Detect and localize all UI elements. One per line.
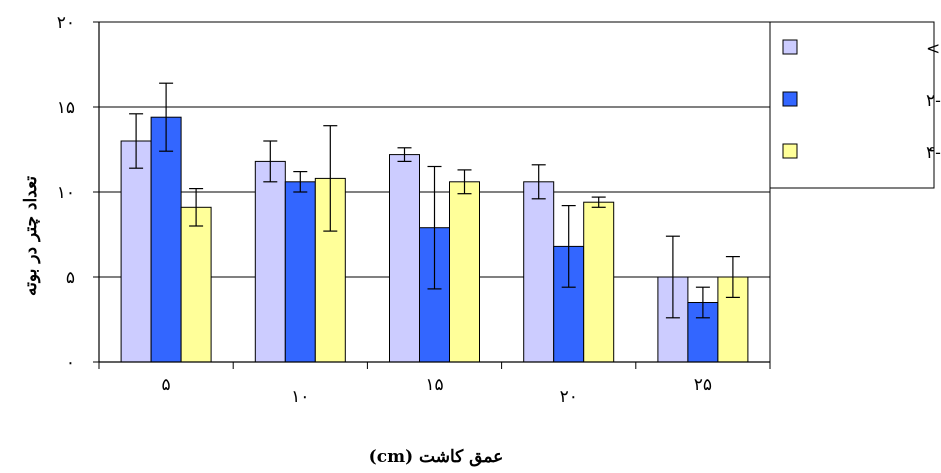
legend-label: وزن غده ۲> bbox=[926, 39, 941, 59]
legend-swatch bbox=[782, 91, 798, 107]
bar bbox=[523, 181, 555, 363]
y-tick-label: ۰ bbox=[66, 353, 75, 373]
y-tick-label: ۵ bbox=[66, 268, 75, 288]
y-tick-label: ۱۰ bbox=[57, 183, 75, 203]
y-tick-label: ۲۰ bbox=[57, 13, 75, 33]
bar bbox=[180, 206, 212, 363]
x-tick-label: ۲۰ bbox=[560, 387, 578, 407]
bar bbox=[449, 181, 480, 363]
x-tick-label: ۲۵ bbox=[694, 375, 712, 395]
legend-label: وزن غده ۴-۲ bbox=[926, 91, 941, 111]
x-tick-label: ۱۵ bbox=[425, 375, 443, 395]
legend-label: وزن غده ۶-۴ bbox=[926, 143, 941, 163]
legend-swatch bbox=[782, 143, 798, 159]
y-tick-label: ۱۵ bbox=[57, 98, 75, 118]
bar bbox=[284, 181, 316, 363]
bar bbox=[389, 154, 420, 363]
x-axis-title: عمق کاشت (cm) bbox=[369, 447, 504, 467]
x-tick-label: ۵ bbox=[162, 375, 171, 395]
x-tick-label: ۱۰ bbox=[291, 387, 309, 407]
y-axis-title: تعداد چتر در بوته bbox=[21, 176, 41, 296]
legend-swatch bbox=[782, 39, 798, 55]
bars bbox=[120, 82, 749, 363]
bar bbox=[120, 140, 152, 363]
legend: وزن غده ۲> وزن غده ۴-۲ وزن غده ۶-۴ bbox=[769, 21, 941, 189]
bar bbox=[254, 160, 286, 363]
bar bbox=[583, 201, 615, 363]
bar bbox=[150, 116, 182, 363]
axes bbox=[93, 21, 771, 369]
tick-labels: ۰ ۵ ۱۰ ۱۵ ۲۰ ۵ ۱۰ ۱۵ ۲۰ ۲۵ bbox=[57, 13, 712, 407]
